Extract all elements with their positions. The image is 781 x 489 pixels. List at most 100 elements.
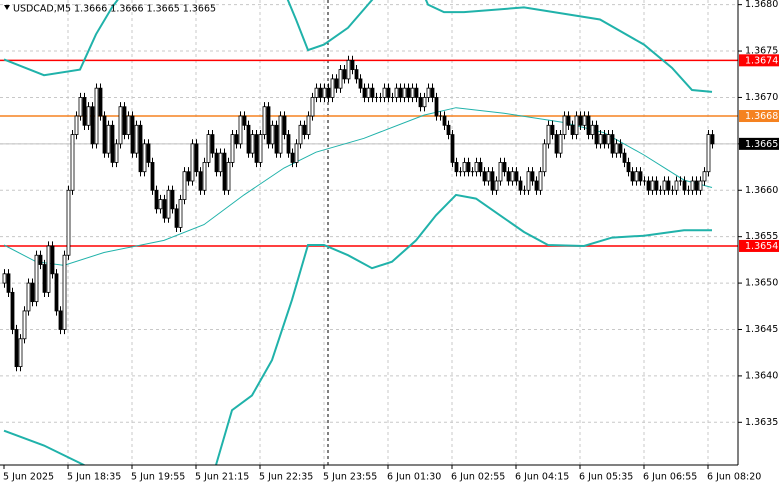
level-label: 1.3654: [745, 241, 778, 252]
candle-body: [70, 134, 75, 191]
candle-body: [538, 171, 543, 191]
candle-body: [102, 115, 107, 154]
candle-body: [338, 69, 343, 89]
candle-body: [26, 282, 31, 312]
candle-body: [218, 152, 223, 173]
candle-body: [286, 134, 291, 154]
candle-body: [422, 97, 427, 108]
candle-body: [6, 273, 11, 293]
candle-body: [530, 171, 535, 182]
candle-body: [650, 180, 655, 191]
candle-body: [198, 171, 203, 191]
candle-body: [358, 78, 363, 89]
level-label: 1.3668: [745, 111, 778, 122]
candle-body: [434, 97, 439, 117]
candle-body: [406, 87, 411, 98]
x-tick-label: 5 Jun 19:55: [131, 472, 185, 483]
candle-body: [42, 264, 47, 293]
candles: [2, 55, 715, 372]
candle-body: [702, 171, 707, 182]
candle-body: [158, 199, 163, 210]
candle-body: [666, 180, 671, 191]
y-tick-label: 1.3640: [745, 370, 778, 381]
x-tick-label: 5 Jun 2025: [3, 472, 54, 483]
y-tick-label: 1.3660: [745, 185, 778, 196]
x-tick-label: 5 Jun 18:35: [67, 472, 121, 483]
candle-body: [518, 180, 523, 191]
candle-body: [594, 124, 599, 145]
x-tick-label: 6 Jun 06:55: [643, 472, 697, 483]
x-tick-label: 5 Jun 22:35: [259, 472, 313, 483]
candle-body: [290, 152, 295, 163]
candle-body: [142, 143, 147, 173]
candle-body: [298, 124, 303, 145]
candle-body: [694, 180, 699, 191]
candle-body: [138, 124, 143, 173]
candle-body: [226, 162, 231, 191]
candle-body: [550, 124, 555, 135]
candle-body: [462, 162, 467, 173]
candle-body: [342, 69, 347, 80]
level-label-box: [739, 110, 779, 123]
candle-body: [618, 143, 623, 154]
x-tick-label: 6 Jun 05:35: [579, 472, 633, 483]
candle-body: [122, 106, 127, 135]
candle-body: [362, 87, 367, 98]
candle-body: [194, 143, 199, 173]
candle-body: [510, 171, 515, 182]
candle-body: [534, 180, 539, 191]
candle-body: [282, 115, 287, 135]
chart-title: USDCAD,M5 1.3666 1.3666 1.3665 1.3665: [13, 4, 216, 15]
candle-body: [562, 115, 567, 135]
candle-body: [426, 87, 431, 98]
candle-body: [486, 171, 491, 182]
candle-body: [334, 78, 339, 89]
candle-body: [214, 152, 219, 173]
candle-body: [710, 134, 715, 145]
candle-body: [202, 162, 207, 191]
level-label-box: [739, 239, 779, 252]
candle-body: [126, 115, 131, 135]
x-tick-label: 5 Jun 21:15: [195, 472, 249, 483]
candle-body: [150, 162, 155, 191]
candle-body: [598, 134, 603, 145]
candle-body: [162, 199, 167, 219]
candle-body: [318, 87, 323, 98]
candle-body: [10, 291, 15, 330]
candle-body: [430, 87, 435, 98]
candle-body: [478, 162, 483, 173]
candle-body: [18, 338, 23, 368]
candle-body: [606, 134, 611, 145]
y-tick-label: 1.3670: [745, 92, 778, 103]
title-icon: [4, 5, 10, 10]
candle-body: [690, 180, 695, 191]
candle-body: [54, 273, 59, 312]
candle-body: [654, 180, 659, 191]
y-tick-label: 1.3675: [745, 46, 778, 57]
candle-body: [386, 87, 391, 98]
y-tick-label: 1.3645: [745, 324, 778, 335]
candle-body: [222, 152, 227, 191]
candle-body: [278, 115, 283, 154]
candle-body: [366, 87, 371, 98]
candle-body: [450, 134, 455, 163]
candle-body: [414, 87, 419, 98]
y-tick-label: 1.3650: [745, 278, 778, 289]
candle-body: [322, 87, 327, 98]
candle-body: [106, 124, 111, 154]
level-label-box: [739, 137, 779, 150]
candle-body: [206, 134, 211, 163]
candle-body: [238, 115, 243, 145]
candle-body: [350, 59, 355, 71]
candle-body: [230, 134, 235, 163]
band-line: [3, 0, 713, 93]
candle-body: [330, 78, 335, 98]
level-label: 1.3674: [745, 55, 778, 66]
candle-body: [310, 97, 315, 117]
candle-body: [130, 115, 135, 154]
candle-body: [590, 124, 595, 135]
candle-body: [394, 87, 399, 98]
candle-body: [346, 59, 351, 80]
